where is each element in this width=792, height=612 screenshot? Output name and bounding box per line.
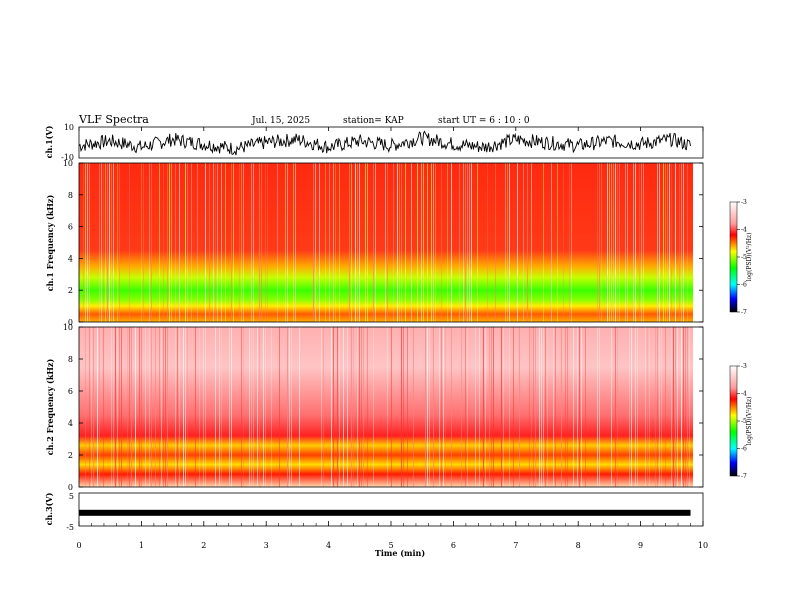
ch2-freq-ytick-0: 0 <box>68 483 73 492</box>
ch2-spectrogram-panel: 0 2 4 6 8 10 ch.2 Frequency (kHz) -3 -4 -5 -6 -7 … <box>45 323 753 492</box>
ch3-ylabel: ch.3(V) <box>44 492 54 525</box>
time-tick-3: 3 <box>264 541 269 550</box>
ch2-colorbar-label: log(PSD)(V²/Hz) <box>746 397 753 446</box>
date-label: Jul. 15, 2025 <box>251 116 310 126</box>
ch2-colorbar-tick-4: -7 <box>741 473 747 480</box>
ch1-colorbar-tick-0: -3 <box>741 199 747 206</box>
ch2-colorbar-tick-3: -6 <box>741 446 747 453</box>
time-tick-4: 4 <box>326 541 331 550</box>
ch2-freq-ytick-8: 8 <box>68 355 73 364</box>
ch1-colorbar-tick-2: -5 <box>741 254 747 261</box>
time-tick-9: 9 <box>638 541 643 550</box>
ch1-colorbar-tick-4: -7 <box>741 309 747 316</box>
ch2-freq-ytick-4: 4 <box>68 419 73 428</box>
time-tick-1: 1 <box>139 541 144 550</box>
ch1-ylabel: ch.1(V) <box>44 125 54 158</box>
time-tick-10: 10 <box>698 541 708 550</box>
ch1-freq-ytick-4: 4 <box>68 254 73 263</box>
ch1-colorbar-tick-1: -4 <box>741 227 747 234</box>
ch2-colorbar-tick-0: -3 <box>741 363 747 370</box>
time-axis: 0 1 2 3 4 5 6 7 8 9 10 <box>76 127 708 550</box>
time-tick-6: 6 <box>451 541 456 550</box>
ch2-freq-ylabel: ch.2 Frequency (kHz) <box>45 359 55 456</box>
ch2-colorbar-tick-1: -4 <box>741 391 747 398</box>
ch2-freq-ytick-2: 2 <box>68 451 73 460</box>
start-time-label: start UT = 6 : 10 : 0 <box>438 116 530 126</box>
time-tick-5: 5 <box>388 541 393 550</box>
ch1-spectrogram-streaks <box>83 163 688 322</box>
time-tick-0: 0 <box>76 541 81 550</box>
ch2-freq-ytick-6: 6 <box>68 387 73 396</box>
time-tick-2: 2 <box>201 541 206 550</box>
ch1-waveform-panel: 10 -10 ch.1(V) <box>44 123 704 162</box>
ch1-colorbar-label: log(PSD)(V²/Hz) <box>746 233 753 282</box>
ch1-freq-ytick-2: 2 <box>68 286 73 295</box>
ch1-colorbar: -3 -4 -5 -6 -7 log(PSD)(V²/Hz) <box>729 199 753 316</box>
ch3-trace <box>79 509 691 516</box>
ch3-waveform-panel: 5 -5 ch.3(V) <box>44 492 704 532</box>
ch2-colorbar: -3 -4 -5 -6 -7 log(PSD)(V²/Hz) <box>729 363 753 480</box>
time-tick-7: 7 <box>513 541 518 550</box>
ch1-ytick-top: 10 <box>64 123 74 132</box>
ch1-freq-ytick-10: 10 <box>63 159 73 168</box>
ch3-ytick-bottom: -5 <box>66 523 74 532</box>
ch1-freq-ylabel: ch.1 Frequency (kHz) <box>45 195 55 292</box>
time-axis-label: Time (min) <box>375 548 425 558</box>
time-tick-8: 8 <box>576 541 581 550</box>
ch1-freq-ytick-8: 8 <box>68 191 73 200</box>
ch1-freq-ytick-6: 6 <box>68 223 73 232</box>
ch2-colorbar-tick-2: -5 <box>741 418 747 425</box>
ch2-freq-ytick-10: 10 <box>63 323 73 332</box>
ch1-colorbar-tick-3: -6 <box>741 282 747 289</box>
ch3-ytick-top: 5 <box>69 492 74 501</box>
ch1-freq-ytick-0: 0 <box>68 318 73 327</box>
station-label: station= KAP <box>343 116 404 126</box>
ch1-spectrogram-panel: 0 2 4 6 8 10 ch.1 Frequency (kHz) -3 -4 -5 -6 -7 … <box>45 159 753 327</box>
ch2-spectrogram-streaks <box>85 327 690 487</box>
figure-title: VLF Spectra <box>78 113 149 126</box>
ch1-trace <box>78 130 691 156</box>
ch1-ytick-bottom: -10 <box>61 153 74 162</box>
